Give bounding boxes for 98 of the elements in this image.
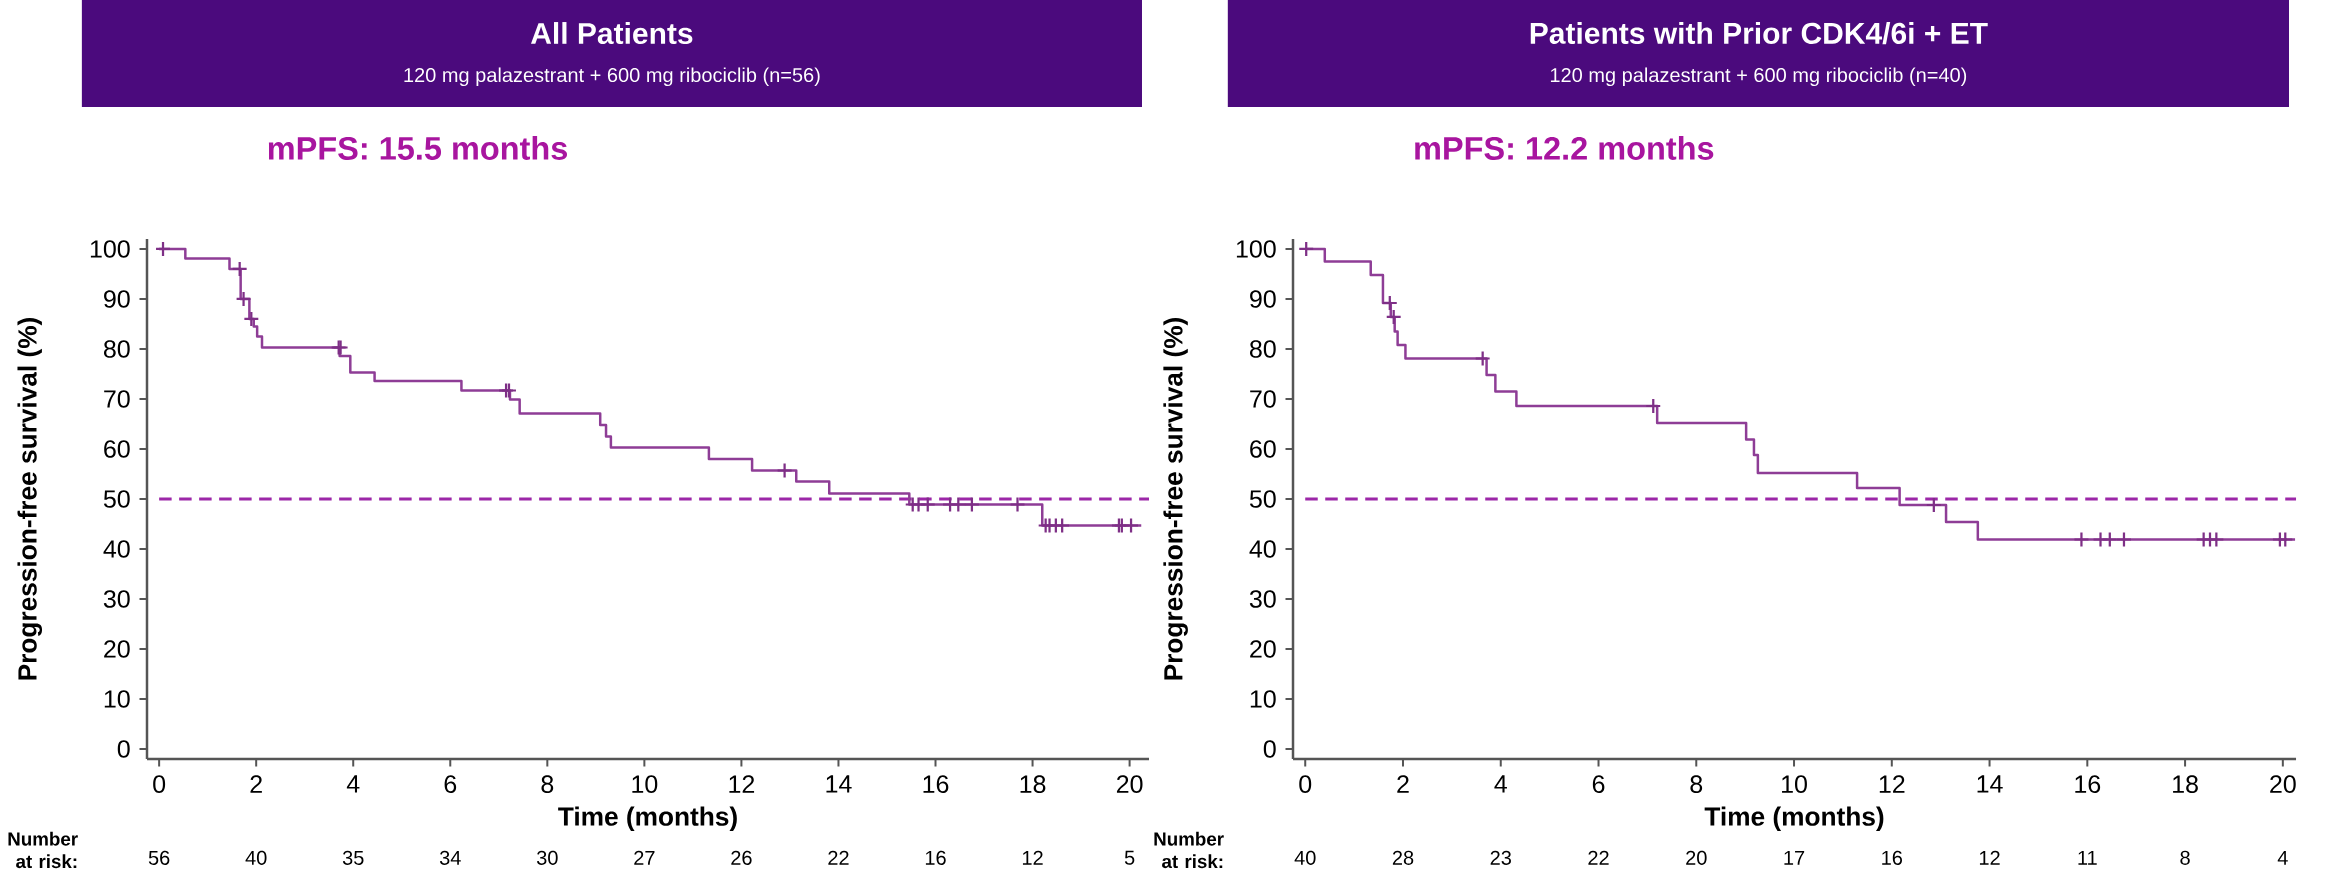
y-axis-title: Progression-free survival (%) — [17, 318, 43, 680]
x-tick-label: 16 — [2075, 775, 2101, 793]
text: 30 — [536, 850, 558, 865]
y-tick-label: 100 — [1236, 240, 1276, 258]
y-tick-label: 40 — [1249, 540, 1276, 558]
x-axis-title: Time (months) — [558, 806, 737, 832]
text: 34 — [439, 850, 461, 865]
y-tick-label: 0 — [117, 740, 130, 758]
x-tick-label: 14 — [1977, 775, 2003, 793]
point — [231, 260, 248, 278]
y-axis-title: Progression-free survival (%) — [1163, 318, 1188, 680]
text: 28 — [1392, 850, 1414, 865]
y-tick-label: 70 — [1250, 390, 1276, 408]
point — [154, 240, 172, 258]
y-tick-label: 0 — [1263, 740, 1276, 758]
point — [243, 310, 260, 328]
point — [1122, 517, 1140, 534]
x-tick-label: 6 — [1592, 775, 1605, 793]
text: 8 — [2180, 850, 2190, 865]
x-tick-label: 12 — [1879, 775, 1905, 793]
y-tick-label: 20 — [1250, 640, 1276, 658]
y-tick-label: 40 — [103, 540, 130, 558]
text: 22 — [828, 850, 849, 865]
point — [1009, 496, 1026, 513]
y-tick-label: 60 — [104, 440, 130, 458]
y-tick-label: 10 — [1250, 690, 1276, 708]
text: mPFS: 15.5 months — [268, 136, 568, 160]
x-tick-label: 10 — [632, 775, 658, 793]
text: 5 — [1124, 850, 1135, 865]
x-tick-label: 8 — [541, 775, 554, 793]
point — [919, 496, 936, 513]
text: mPFS: 12.2 months — [1415, 136, 1714, 160]
point — [235, 290, 252, 308]
chart-subtitle: 120 mg palazestrant + 600 mg ribociclib (n=56) — [404, 67, 820, 87]
y-tick-label: 80 — [1250, 340, 1276, 358]
point — [963, 496, 980, 513]
point — [1645, 397, 1662, 415]
x-tick-label: 4 — [1494, 775, 1507, 793]
y-tick-label: 10 — [104, 690, 130, 708]
x-tick-label: 6 — [444, 775, 457, 793]
text: 4 — [2277, 850, 2288, 865]
x-tick-label: 10 — [1782, 775, 1807, 793]
chart-title: All Patients — [530, 22, 693, 45]
y-tick-label: 30 — [1249, 590, 1276, 608]
chart-subtitle: 120 mg palazestrant + 600 mg ribociclib (n=40) — [1550, 67, 1967, 87]
text: 11 — [2078, 850, 2097, 865]
x-tick-label: 18 — [1020, 775, 1046, 793]
y-tick-label: 60 — [1250, 440, 1276, 458]
text: 16 — [925, 850, 946, 865]
text: 23 — [1490, 850, 1511, 865]
x-tick-label: 18 — [2173, 775, 2198, 793]
text: 27 — [634, 850, 655, 865]
x-axis-title: Time (months) — [1704, 806, 1884, 832]
y-tick-label: 90 — [1250, 290, 1276, 308]
text: 12 — [1979, 850, 2000, 865]
text: 56 — [148, 850, 170, 865]
point — [1381, 294, 1398, 312]
point — [2115, 531, 2133, 548]
y-tick-label: 100 — [90, 240, 130, 258]
y-tick-label: 20 — [104, 640, 130, 658]
text: 16 — [1882, 850, 1903, 865]
text: 40 — [1294, 850, 1316, 865]
point — [776, 462, 793, 479]
y-tick-label: 50 — [103, 490, 130, 508]
text: 17 — [1784, 850, 1805, 865]
x-tick-label: 20 — [1116, 775, 1143, 793]
text: 12 — [1022, 850, 1043, 865]
x-tick-label: 14 — [826, 775, 852, 793]
y-tick-label: 80 — [103, 340, 130, 358]
point — [1385, 308, 1402, 326]
x-tick-label: 0 — [1299, 775, 1312, 793]
text: 26 — [731, 850, 752, 865]
point — [1925, 496, 1942, 514]
y-tick-label: 90 — [104, 290, 130, 308]
point — [1298, 240, 1315, 258]
x-tick-label: 4 — [346, 775, 360, 793]
point — [1474, 350, 1491, 367]
x-tick-label: 12 — [729, 775, 755, 793]
text: 22 — [1588, 850, 1609, 865]
point — [2277, 531, 2294, 548]
y-tick-label: 30 — [103, 590, 130, 608]
x-tick-label: 2 — [250, 775, 262, 793]
point — [2101, 531, 2118, 548]
text: 40 — [245, 850, 267, 865]
x-tick-label: 16 — [923, 775, 949, 793]
y-tick-label: 50 — [1249, 490, 1276, 508]
x-tick-label: 2 — [1397, 775, 1409, 793]
x-tick-label: 20 — [2270, 775, 2296, 793]
y-tick-label: 70 — [104, 390, 130, 408]
chart-title: Patients with Prior CDK4/6i + ET — [1530, 21, 1988, 45]
text: 20 — [1686, 850, 1707, 865]
x-tick-label: 8 — [1690, 775, 1703, 793]
point — [950, 496, 967, 513]
x-tick-label: 0 — [153, 775, 166, 793]
text: 35 — [342, 850, 364, 865]
point — [2073, 531, 2090, 548]
text: Number at risk: — [8, 831, 78, 869]
text: Number at risk: — [1154, 831, 1224, 869]
